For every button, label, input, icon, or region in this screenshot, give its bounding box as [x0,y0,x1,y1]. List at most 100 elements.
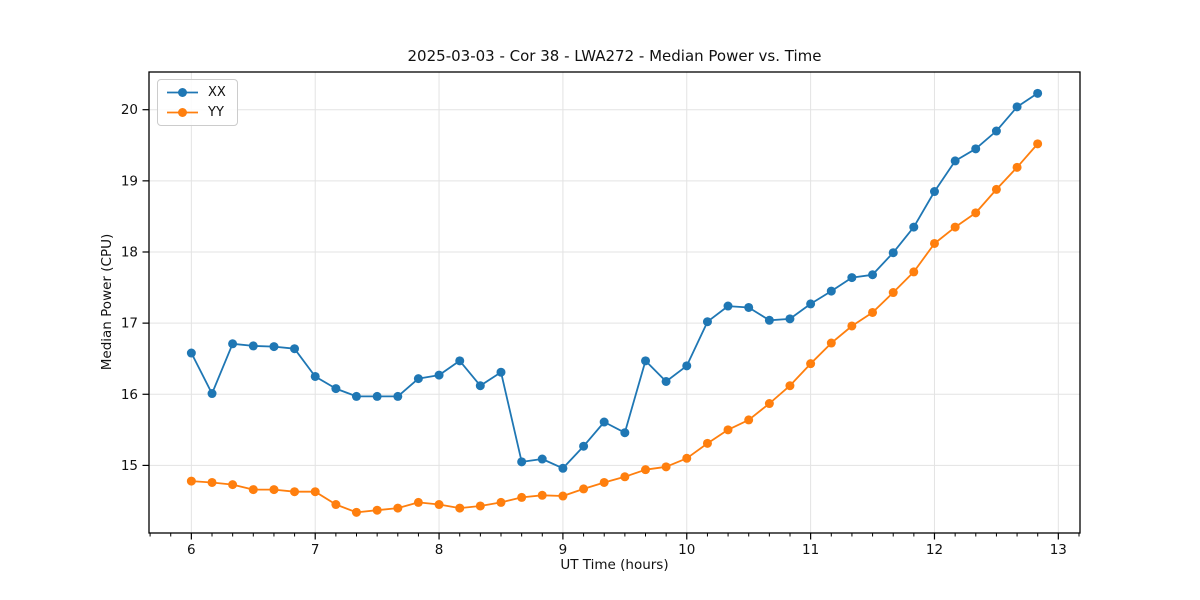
series-XX-marker [620,428,630,438]
series-XX-marker [372,391,382,401]
x-tick-label: 6 [187,542,196,558]
legend-label: XX [208,85,226,100]
x-tick-label: 7 [311,542,320,558]
x-tick-label: 8 [435,542,444,558]
series-YY-marker [537,490,547,500]
series-XX-marker [785,314,795,324]
series-XX-marker [228,339,238,349]
series-XX-marker [868,270,878,280]
x-tick-label: 13 [1050,542,1067,558]
series-YY-marker [517,492,527,502]
series-XX-marker [207,389,217,399]
series-YY-marker [248,485,258,495]
x-tick-label: 10 [678,542,695,558]
series-YY-marker [847,321,857,331]
series-XX-marker [723,301,733,311]
x-tick-labels: 6 7 8 9 10 11 12 13 [187,542,1067,558]
series-XX-marker [641,356,651,366]
series-YY-marker [909,267,919,277]
series-XX-marker [764,315,774,325]
series-YY-marker [744,415,754,425]
series-YY-marker [682,453,692,463]
series-XX-marker [413,374,423,384]
legend: XX YY [157,79,238,126]
series-XX-marker [434,370,444,380]
series-YY-marker [991,184,1001,194]
series-YY-marker [971,208,981,218]
series-XX-marker [682,361,692,371]
series-XX-marker [351,391,361,401]
series-XX-marker [991,126,1001,136]
series-XX-marker [888,248,898,258]
series-XX-marker [248,341,258,351]
series-YY-marker [1033,139,1043,149]
series-XX-marker [496,367,506,377]
series-YY-marker [620,472,630,482]
series-YY-marker [455,503,465,513]
series-XX-marker [826,286,836,296]
series-YY-marker [310,487,320,497]
series-XX-marker [455,356,465,366]
series-XX-marker [393,391,403,401]
series-YY-marker [641,465,651,475]
series-XX-marker [579,441,589,451]
series-XX-marker [537,454,547,464]
series-YY-marker [723,425,733,435]
series-XX-marker [269,342,279,352]
series-YY [186,139,1043,517]
series-XX-marker [847,273,857,283]
x-tick-label: 11 [802,542,819,558]
series-YY-marker [806,359,816,369]
chart-title: 2025-03-03 - Cor 38 - LWA272 - Median Po… [407,47,822,65]
y-tick-label: 15 [121,458,138,474]
series-XX-marker [661,376,671,386]
y-tick-label: 18 [121,244,138,260]
series-YY-marker [269,485,279,495]
legend-label: YY [208,105,224,120]
series-YY-marker [702,438,712,448]
series-XX-marker [186,348,196,358]
series-XX-marker [909,222,919,232]
series-XX-marker [1033,88,1043,98]
series-XX-marker [331,384,341,394]
series-XX-marker [929,187,939,197]
legend-swatch-icon [167,88,198,97]
gridlines [149,72,1080,533]
y-tick-label: 19 [121,173,138,189]
series-YY-marker [929,238,939,248]
series-YY-line [191,143,1039,514]
series-YY-marker [413,497,423,507]
series-XX-line [190,92,1039,470]
series-YY-marker [764,399,774,409]
axis-ticks [142,109,1080,540]
series-XX-marker [1012,102,1022,112]
series-XX-marker [702,317,712,327]
series-YY-marker [228,480,238,490]
plot-border [148,71,1081,534]
series-XX-marker [950,156,960,166]
series-YY-marker [826,338,836,348]
y-tick-label: 16 [121,387,138,403]
series-YY-marker [888,288,898,298]
y-tick-label: 20 [121,102,138,118]
legend-item-YY: YY [166,105,226,120]
x-tick-label: 9 [559,542,568,558]
series-XX-marker [310,371,320,381]
series-YY-marker [372,505,382,515]
series-XX [186,88,1043,473]
series-YY-marker [950,222,960,232]
series-XX-marker [517,457,527,467]
series-YY-marker [475,501,485,511]
series-XX-marker [290,344,300,354]
series-YY-marker [186,476,196,486]
series-YY-marker [661,462,671,472]
series-YY-marker [496,497,506,507]
x-axis-label: UT Time (hours) [560,557,669,573]
series-YY-marker [785,381,795,391]
y-tick-label: 17 [121,316,138,332]
series-XX-marker [599,417,609,427]
series-YY-marker [207,477,217,487]
series-YY-marker [331,500,341,510]
